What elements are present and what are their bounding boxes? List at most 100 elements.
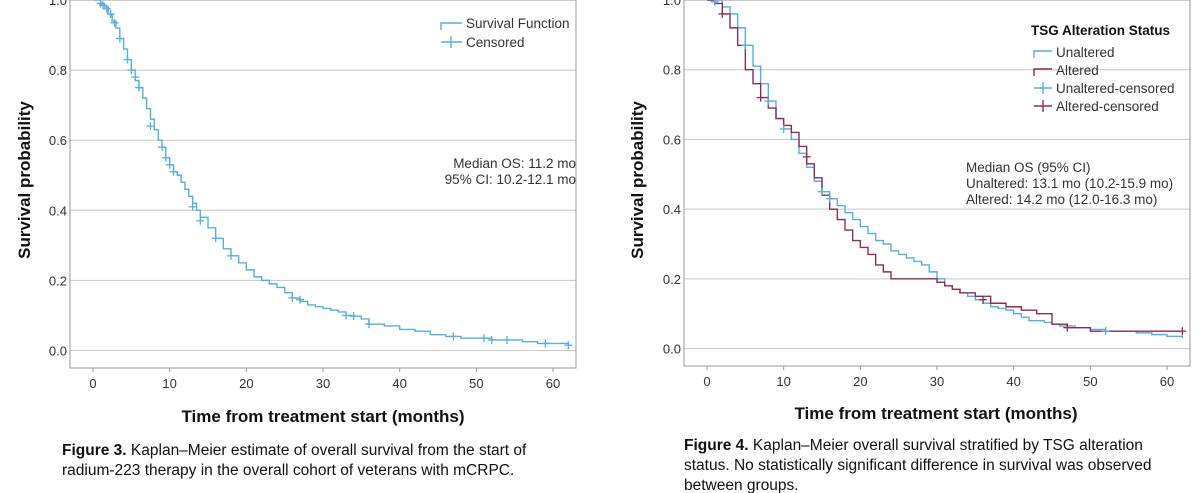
caption-text: between groups. <box>684 477 799 493</box>
caption-label: Figure 4. <box>684 437 749 454</box>
censor-mark <box>161 153 170 162</box>
y-tick-label: 0.0 <box>663 342 681 357</box>
y-tick-label: 1.0 <box>663 0 681 8</box>
x-tick-label: 30 <box>316 376 330 391</box>
annotation-line: Unaltered: 13.1 mo (10.2-15.9 mo) <box>966 176 1173 191</box>
x-tick-label: 60 <box>1160 374 1174 389</box>
y-tick-label: 0.8 <box>49 63 67 78</box>
censor-mark <box>165 160 174 169</box>
censor-mark <box>288 293 297 302</box>
censor-mark <box>449 332 458 341</box>
legend-swatch-unaltered-censored <box>1034 82 1052 94</box>
censor-mark <box>169 167 178 176</box>
legend-label-unaltered-censored: Unaltered-censored <box>1056 81 1175 96</box>
censor-mark <box>110 18 119 27</box>
grid-lines <box>70 0 576 351</box>
legend-title: TSG Alteration Status <box>1031 23 1170 38</box>
legend-label-censored: Censored <box>466 35 525 50</box>
y-tick-label: 0.6 <box>663 132 681 147</box>
censor-mark <box>825 194 834 203</box>
chart-figure-3: 0.0 0.2 0.4 0.6 0.8 1.0 0 10 20 30 40 50 60 Survival… <box>15 0 577 426</box>
km-curve-altered <box>707 0 1183 332</box>
y-tick-label: 0.4 <box>49 203 67 218</box>
figure-3-caption: Figure 3. Kaplan–Meier estimate of overa… <box>62 441 592 481</box>
censor-mark <box>349 312 358 321</box>
annotation-line: Median OS (95% CI) <box>966 160 1091 175</box>
censor-mark <box>1178 327 1187 336</box>
censor-mark <box>741 41 750 50</box>
censor-mark <box>115 34 124 43</box>
censor-mark <box>503 335 511 344</box>
y-tick-label: 0.6 <box>49 133 67 148</box>
y-tick-label: 0.0 <box>49 343 67 358</box>
y-tick-label: 1.0 <box>49 0 67 8</box>
annotation-line: Altered: 14.2 mo (12.0-16.3 mo) <box>966 192 1157 207</box>
censor-mark <box>710 0 719 6</box>
annotation-median-os: Median OS (95% CI) Unaltered: 13.1 mo (1… <box>966 160 1173 207</box>
censor-mark <box>131 73 140 82</box>
x-tick-label: 20 <box>239 376 253 391</box>
censor-mark <box>342 311 350 320</box>
caption-text: radium-223 therapy in the overall cohort… <box>62 462 515 479</box>
series-layer <box>707 0 1187 339</box>
legend-swatch-altered <box>1033 68 1052 76</box>
censor-mark <box>188 202 197 211</box>
censor-mark <box>135 83 143 92</box>
censor-mark <box>764 97 773 106</box>
censor-mark <box>541 339 550 348</box>
x-tick-label: 10 <box>162 376 176 391</box>
x-axis-title: Time from treatment start (months) <box>794 404 1077 423</box>
censor-mark <box>196 216 205 225</box>
y-tick-label: 0.2 <box>49 273 67 288</box>
censor-mark <box>718 9 727 18</box>
chart-figure-4: 0.0 0.2 0.4 0.6 0.8 1.0 0 10 20 30 40 50 60 Survival… <box>628 0 1191 423</box>
y-axis-title: Survival probability <box>628 101 647 259</box>
y-tick-label: 0.2 <box>663 272 681 287</box>
censor-mark <box>979 295 987 304</box>
censor-mark <box>296 295 304 304</box>
x-tick-label: 0 <box>703 374 710 389</box>
legend: TSG Alteration Status Unaltered Altered … <box>1031 23 1175 114</box>
censor-mark <box>564 341 573 350</box>
censor-mark <box>127 66 136 75</box>
censor-mark <box>779 124 788 133</box>
legend-label-unaltered: Unaltered <box>1056 45 1115 60</box>
censor-mark <box>106 10 115 19</box>
x-tick-label: 40 <box>1006 374 1020 389</box>
censor-mark <box>227 251 235 260</box>
y-axis-title: Survival probability <box>15 101 34 259</box>
series-layer <box>93 0 573 350</box>
legend-label-altered: Altered <box>1056 63 1099 78</box>
x-tick-label: 20 <box>853 374 867 389</box>
x-tick-label: 0 <box>89 376 96 391</box>
censor-mark <box>211 234 220 243</box>
legend-swatch-survival <box>440 22 462 30</box>
figure-4-caption: Figure 4. Kaplan–Meier overall survival … <box>684 436 1194 493</box>
censor-mark <box>487 335 496 344</box>
caption-text: Kaplan–Meier estimate of overall surviva… <box>130 442 527 459</box>
censor-mark <box>98 1 107 10</box>
censor-mark <box>123 55 132 64</box>
x-tick-label: 50 <box>1083 374 1097 389</box>
caption-text: Kaplan–Meier overall survival stratified… <box>752 437 1143 454</box>
annotation-median-os: Median OS: 11.2 mo 95% CI: 10.2-12.1 mo <box>445 156 576 187</box>
censor-mark <box>102 4 111 13</box>
grid-lines <box>684 0 1190 350</box>
censor-mark <box>818 187 826 196</box>
caption-text: status. No statistically significant dif… <box>684 457 1152 474</box>
x-axis-title: Time from treatment start (months) <box>181 407 464 426</box>
censor-mark <box>756 93 765 102</box>
y-tick-label: 0.4 <box>663 202 681 217</box>
legend-swatch-unaltered <box>1033 50 1052 58</box>
censor-mark <box>146 122 155 131</box>
tick-labels: 0.0 0.2 0.4 0.6 0.8 1.0 0 10 20 30 40 50 60 <box>49 0 560 391</box>
censor-mark <box>480 334 488 343</box>
censor-mark <box>365 320 373 329</box>
x-tick-label: 50 <box>469 376 483 391</box>
x-tick-label: 40 <box>392 376 406 391</box>
legend-swatch-censored <box>441 36 462 48</box>
legend-label-altered-censored: Altered-censored <box>1056 99 1159 114</box>
legend-swatch-altered-censored <box>1034 100 1052 112</box>
censor-mark <box>1101 327 1110 336</box>
x-tick-label: 10 <box>776 374 790 389</box>
